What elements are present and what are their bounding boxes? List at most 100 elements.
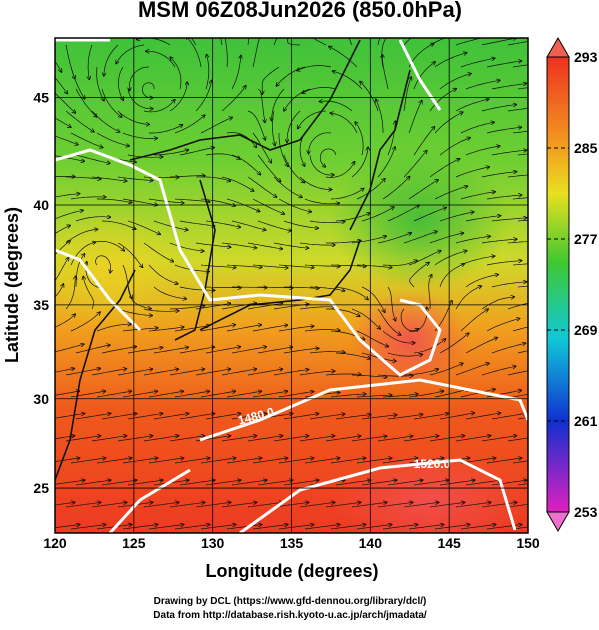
streamline (512, 526, 528, 530)
streamline (460, 256, 495, 266)
streamline (148, 264, 178, 284)
streamline (91, 240, 124, 251)
streamline (486, 525, 522, 530)
streamline (491, 84, 527, 90)
x-tick-label: 150 (516, 535, 540, 551)
streamline (143, 100, 175, 113)
streamline (335, 415, 371, 420)
streamline (55, 92, 76, 113)
streamline (429, 159, 460, 178)
streamline (330, 458, 366, 464)
streamline (143, 502, 179, 508)
streamline (252, 264, 288, 268)
streamline (460, 525, 496, 530)
streamline (434, 186, 468, 200)
streamline (205, 347, 240, 354)
streamline (434, 53, 467, 68)
streamline (481, 105, 516, 112)
streamline (455, 436, 491, 442)
streamline (117, 242, 143, 267)
streamline (481, 502, 517, 508)
streamline (97, 198, 132, 203)
colorbar-tick-label: 269 (574, 322, 598, 338)
streamline (439, 413, 474, 420)
streamline (169, 242, 204, 251)
streamline (309, 154, 334, 175)
streamline (55, 176, 75, 177)
streamline (297, 65, 332, 71)
streamline (413, 127, 435, 156)
streamline (507, 174, 528, 178)
streamline (200, 525, 236, 530)
streamline (413, 62, 435, 90)
streamline (278, 392, 314, 398)
shade (55, 210, 190, 330)
streamline (351, 308, 380, 329)
streamline (356, 179, 385, 200)
streamline (70, 312, 100, 332)
streamline (122, 132, 157, 139)
streamline (309, 414, 345, 420)
streamline (75, 480, 111, 486)
streamline (403, 38, 412, 46)
streamline (382, 177, 410, 200)
streamline (434, 389, 469, 398)
streamline (299, 371, 335, 376)
streamline (439, 138, 470, 156)
x-tick-label: 145 (437, 535, 461, 551)
streamline (221, 369, 257, 376)
streamline (403, 231, 437, 244)
streamline (221, 303, 257, 310)
streamline (91, 436, 127, 442)
streamline (153, 150, 189, 156)
streamline (169, 82, 187, 112)
streamline (335, 480, 371, 486)
streamline (486, 318, 520, 332)
streamline (517, 350, 528, 354)
streamline (143, 308, 179, 311)
streamline (278, 326, 314, 332)
streamline (465, 275, 498, 288)
streamline (174, 325, 210, 332)
streamline (101, 413, 137, 420)
streamline (170, 57, 182, 90)
streamline (460, 192, 495, 200)
streamline (96, 458, 132, 464)
streamline (231, 220, 266, 230)
streamline (96, 391, 132, 398)
streamline (262, 66, 280, 94)
streamline (104, 44, 119, 76)
streamline (351, 374, 387, 377)
streamline (304, 330, 340, 332)
streamline (55, 480, 85, 485)
colorbar-tick-label: 261 (574, 413, 598, 429)
streamline (325, 436, 361, 442)
field: 1480.0 1520.0 (55, 38, 528, 533)
streamline (429, 275, 432, 310)
streamline (387, 121, 395, 156)
streamline (55, 314, 75, 328)
streamline (283, 220, 318, 228)
streamline (304, 198, 339, 204)
streamline (283, 414, 319, 420)
streamline (247, 436, 283, 442)
y-axis-label: Latitude (degrees) (2, 207, 22, 363)
streamline (174, 115, 205, 134)
streamline (413, 413, 449, 420)
streamline (356, 458, 392, 464)
streamline (257, 347, 293, 354)
streamline (101, 347, 136, 354)
streamline (356, 525, 392, 530)
streamline (101, 480, 137, 486)
streamline (91, 176, 127, 181)
streamline (148, 391, 184, 398)
streamline (148, 327, 184, 332)
y-tick-label: 25 (33, 480, 49, 496)
streamline (455, 502, 491, 508)
streamline (330, 188, 364, 200)
streamline (70, 132, 103, 148)
streamline (319, 101, 353, 112)
streamline (486, 458, 522, 464)
streamline (195, 80, 212, 112)
